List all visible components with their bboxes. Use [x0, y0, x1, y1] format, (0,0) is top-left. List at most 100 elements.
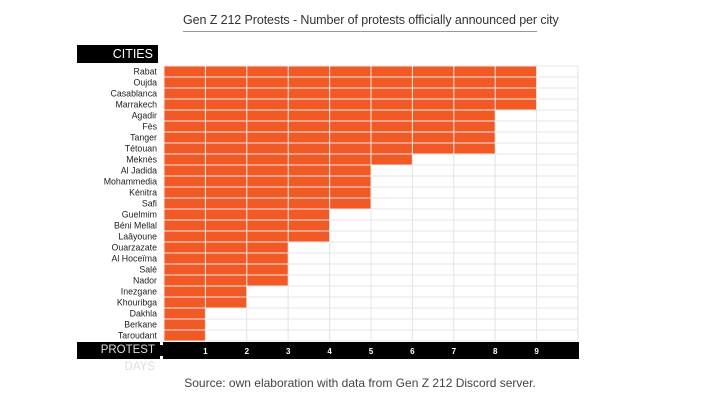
- grid-cell: [370, 197, 413, 210]
- bar-segment: [164, 253, 205, 264]
- city-label: Berkane: [124, 320, 157, 330]
- grid-cell: [204, 318, 248, 331]
- bar-segment: [247, 242, 288, 253]
- grid-cell: [246, 307, 289, 320]
- grid-cell: [453, 197, 496, 210]
- grid-cell: [536, 285, 579, 298]
- grid-cell: [536, 120, 579, 133]
- bar-segment: [412, 77, 454, 88]
- city-label: Tanger: [130, 133, 157, 143]
- grid-cell: [536, 263, 579, 276]
- grid-cell: [370, 296, 413, 309]
- grid-cell: [453, 219, 496, 232]
- grid-cell: [453, 263, 496, 276]
- city-label: Khouribga: [117, 298, 157, 308]
- bar-segment: [454, 66, 495, 77]
- bar-segment: [330, 187, 371, 198]
- grid-cell: [287, 252, 331, 265]
- bar-segment: [330, 176, 371, 187]
- bar-segment: [205, 198, 247, 209]
- bar-segment: [247, 187, 288, 198]
- grid-cell: [329, 263, 372, 276]
- bar-segment: [288, 209, 330, 220]
- grid-cell: [453, 186, 496, 199]
- city-label: Marrakech: [115, 100, 157, 110]
- bar-segment: [330, 77, 371, 88]
- bar-segment: [164, 77, 205, 88]
- grid-cell: [494, 241, 538, 254]
- grid-cell: [411, 175, 455, 188]
- grid-cell: [411, 186, 455, 199]
- city-label: Kénitra: [129, 188, 157, 198]
- grid-cell: [453, 274, 496, 287]
- bar-segment: [164, 198, 205, 209]
- bar-segment: [412, 99, 454, 110]
- grid-cell: [411, 296, 455, 309]
- grid-cell: [536, 98, 579, 111]
- bar-segment: [205, 99, 247, 110]
- grid-cell: [370, 230, 413, 243]
- grid-cell: [329, 307, 372, 320]
- axis-notch: [160, 356, 163, 359]
- grid-cell: [494, 164, 538, 177]
- grid-cell: [287, 241, 331, 254]
- grid-cell: [453, 307, 496, 320]
- grid-cell: [536, 109, 579, 122]
- grid-cell: [370, 175, 413, 188]
- bar-segment: [288, 88, 330, 99]
- bar-segment: [371, 110, 412, 121]
- bar-segment: [205, 275, 247, 286]
- grid-cell: [453, 329, 496, 342]
- bars: [164, 66, 537, 341]
- grid-cell: [536, 76, 579, 89]
- bar-segment: [164, 66, 205, 77]
- bar-segment: [247, 253, 288, 264]
- bar-segment: [205, 220, 247, 231]
- bar-segment: [330, 66, 371, 77]
- grid-cell: [287, 274, 331, 287]
- bar-segment: [454, 132, 495, 143]
- bar-segment: [288, 99, 330, 110]
- bar-segment: [454, 143, 495, 154]
- grid-cell: [494, 120, 538, 133]
- bar-segment: [164, 209, 205, 220]
- city-label: Fès: [142, 122, 157, 132]
- bar-segment: [288, 66, 330, 77]
- grid-cell: [329, 230, 372, 243]
- bar-segment: [247, 176, 288, 187]
- bar-segment: [288, 154, 330, 165]
- grid-cell: [536, 142, 579, 155]
- bar-segment: [412, 132, 454, 143]
- x-axis-bar: [77, 342, 579, 359]
- chart-title: Gen Z 212 Protests - Number of protests …: [183, 13, 559, 32]
- grid-cell: [494, 197, 538, 210]
- bar-segment: [371, 121, 412, 132]
- grid-cell: [453, 252, 496, 265]
- bar-segment: [247, 275, 288, 286]
- bar-segment: [412, 66, 454, 77]
- bar-segment: [205, 110, 247, 121]
- bar-segment: [205, 286, 247, 297]
- grid-cell: [536, 87, 579, 100]
- grid-cell: [287, 318, 331, 331]
- grid-cell: [536, 307, 579, 320]
- bar-segment: [205, 88, 247, 99]
- grid-cell: [536, 329, 579, 342]
- bar-segment: [330, 132, 371, 143]
- grid-cell: [494, 131, 538, 144]
- bar-segment: [247, 99, 288, 110]
- grid-cell: [453, 318, 496, 331]
- bar-segment: [164, 308, 205, 319]
- bar-segment: [247, 154, 288, 165]
- bar-segment: [247, 165, 288, 176]
- bar-segment: [288, 77, 330, 88]
- bar-segment: [330, 143, 371, 154]
- grid-cell: [329, 274, 372, 287]
- bar-segment: [164, 143, 205, 154]
- bar-segment: [371, 154, 412, 165]
- grid-cell: [494, 285, 538, 298]
- bar-segment: [247, 143, 288, 154]
- grid-cell: [411, 197, 455, 210]
- grid-cell: [411, 230, 455, 243]
- bar-segment: [288, 165, 330, 176]
